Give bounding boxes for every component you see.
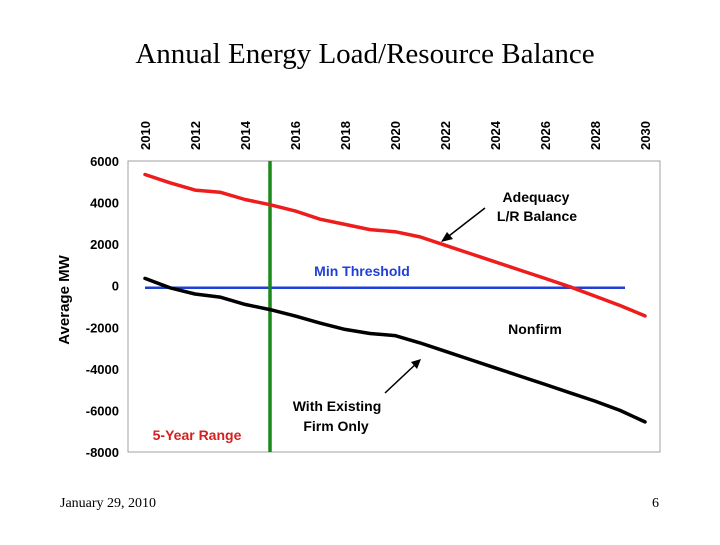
y-tick-label: -8000 xyxy=(86,445,119,460)
annotation-nonfirm: Nonfirm xyxy=(508,321,562,337)
x-tick-label: 2018 xyxy=(338,121,353,150)
series-layer xyxy=(143,161,647,452)
series-existing-firm-only xyxy=(143,276,647,424)
y-tick-label: -6000 xyxy=(86,403,119,418)
y-tick-label: 4000 xyxy=(90,196,119,211)
x-tick-label: 2016 xyxy=(288,121,303,150)
x-tick-label: 2014 xyxy=(238,120,253,150)
annotation-layer: Adequacy L/R Balance Min Threshold Nonfi… xyxy=(153,189,578,443)
y-tick-label: -2000 xyxy=(86,320,119,335)
arrow-adequacy-head xyxy=(441,232,453,242)
plot-area xyxy=(127,160,661,453)
footer-date: January 29, 2010 xyxy=(60,496,157,511)
y-axis-label: Average MW xyxy=(56,254,73,344)
x-tick-label: 2030 xyxy=(638,121,653,150)
x-tick-label: 2028 xyxy=(588,121,603,150)
arrow-adequacy xyxy=(444,207,486,240)
arrow-existing-head xyxy=(411,359,421,369)
series-adequacy-balance xyxy=(143,172,647,318)
x-tick-label: 2010 xyxy=(138,121,153,150)
y-tick-label: 0 xyxy=(112,279,119,294)
x-axis-ticks: 2010 2012 2014 2016 2018 2020 2022 2024 2026 2028… xyxy=(138,120,653,150)
annotation-existing-line2: Firm Only xyxy=(303,418,369,434)
arrow-existing xyxy=(384,361,419,394)
annotation-five-year-range: 5-Year Range xyxy=(153,427,242,443)
x-tick-label: 2022 xyxy=(438,121,453,150)
annotation-adequacy-line2: L/R Balance xyxy=(497,208,577,224)
slide-title: Annual Energy Load/Resource Balance xyxy=(135,38,595,70)
annotation-min-threshold: Min Threshold xyxy=(314,263,410,279)
y-tick-label: 6000 xyxy=(90,154,119,169)
y-tick-label: -4000 xyxy=(86,362,119,377)
y-axis-ticks: 6000 4000 2000 0 -2000 -4000 -6000 -8000 xyxy=(86,154,119,460)
x-tick-label: 2020 xyxy=(388,121,403,150)
annotation-adequacy-line1: Adequacy xyxy=(503,189,570,205)
x-tick-label: 2026 xyxy=(538,121,553,150)
x-tick-label: 2012 xyxy=(188,121,203,150)
page-number: 6 xyxy=(652,496,659,511)
annotation-existing-line1: With Existing xyxy=(293,398,382,414)
y-tick-label: 2000 xyxy=(90,237,119,252)
x-tick-label: 2024 xyxy=(488,120,503,150)
